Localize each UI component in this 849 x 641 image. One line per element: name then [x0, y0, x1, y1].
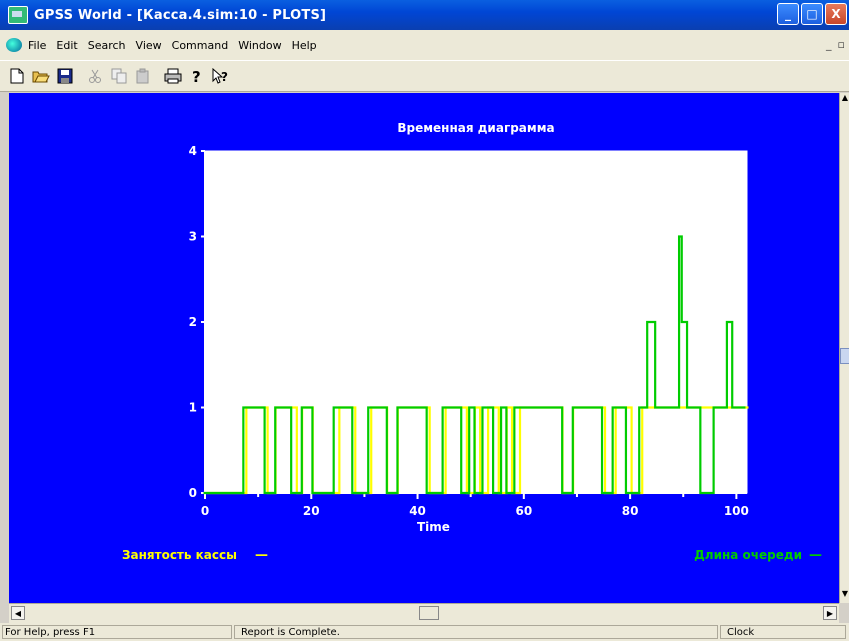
vertical-scroll-thumb[interactable] [840, 348, 849, 364]
svg-text:?: ? [192, 68, 201, 84]
y-tick-label: 4 [189, 144, 197, 158]
legend-marker-series-1: — [255, 548, 268, 563]
x-tick-label: 0 [201, 504, 209, 518]
chart-title: Временная диаграмма [397, 121, 554, 135]
status-clock: Clock [720, 625, 846, 639]
y-tick-label: 3 [189, 230, 197, 244]
legend-label-series-1: Занятость кассы [122, 548, 237, 562]
gpss-app-icon[interactable] [8, 6, 28, 24]
menu-command[interactable]: Command [171, 38, 229, 52]
scroll-down-icon[interactable]: ▼ [841, 589, 849, 598]
window-controls: _ □ X [777, 3, 847, 25]
context-help-icon[interactable]: ? [210, 65, 232, 87]
menu-window[interactable]: Window [238, 38, 282, 52]
x-tick-label: 20 [303, 504, 320, 518]
close-button[interactable]: X [825, 3, 847, 25]
toolbar: ? ? [0, 60, 849, 92]
mdi-controls: _ ▫ [826, 38, 845, 51]
scroll-up-icon[interactable]: ▲ [841, 93, 849, 102]
minimize-button[interactable]: _ [777, 3, 799, 25]
y-tick-label: 0 [189, 486, 197, 500]
menu-edit[interactable]: Edit [56, 38, 78, 52]
status-help-text: For Help, press F1 [2, 625, 232, 639]
horizontal-scroll-thumb[interactable] [419, 606, 439, 620]
vertical-scrollbar[interactable]: ▲ ▼ [839, 93, 849, 603]
x-tick-label: 80 [622, 504, 639, 518]
document-system-icon[interactable] [6, 38, 22, 52]
y-tick-label: 1 [189, 401, 197, 415]
paste-icon[interactable] [132, 65, 154, 87]
mdi-minimize-button[interactable]: _ [826, 38, 832, 51]
x-axis-label: Time [417, 520, 450, 534]
horizontal-scrollbar[interactable]: ◀ ▶ [9, 603, 839, 623]
menu-file[interactable]: File [28, 38, 47, 52]
help-icon[interactable]: ? [186, 65, 208, 87]
menu-help[interactable]: Help [291, 38, 317, 52]
plot-background [204, 150, 748, 494]
open-icon[interactable] [30, 65, 52, 87]
scroll-left-icon[interactable]: ◀ [11, 606, 25, 620]
save-icon[interactable] [54, 65, 76, 87]
menu-bar: File Edit Search View Command Window Hel… [0, 30, 849, 60]
scroll-right-icon[interactable]: ▶ [823, 606, 837, 620]
legend-marker-series-2: — [809, 548, 822, 563]
new-icon[interactable] [6, 65, 28, 87]
svg-text:?: ? [221, 70, 228, 84]
legend-label-series-2: Длина очереди [694, 548, 802, 562]
status-bar: For Help, press F1 Report is Complete. C… [0, 623, 849, 641]
mdi-restore-button[interactable]: ▫ [837, 38, 845, 51]
y-tick-label: 2 [189, 315, 197, 329]
x-tick-label: 60 [515, 504, 532, 518]
x-tick-label: 40 [409, 504, 426, 518]
window-title: GPSS World - [Касса.4.sim:10 - PLOTS] [34, 7, 327, 23]
series-line-2 [203, 235, 746, 495]
menu-view[interactable]: View [135, 38, 162, 52]
maximize-button[interactable]: □ [801, 3, 823, 25]
print-icon[interactable] [162, 65, 184, 87]
cut-icon[interactable] [84, 65, 106, 87]
status-report-text: Report is Complete. [234, 625, 718, 639]
x-tick-label: 100 [724, 504, 749, 518]
menu-search[interactable]: Search [87, 38, 126, 52]
plot-window: Временная диаграмма 0 1 2 3 4 0 20 40 60 80 100 Time… [9, 93, 839, 603]
copy-icon[interactable] [108, 65, 130, 87]
title-bar: GPSS World - [Касса.4.sim:10 - PLOTS] _ … [0, 0, 849, 30]
